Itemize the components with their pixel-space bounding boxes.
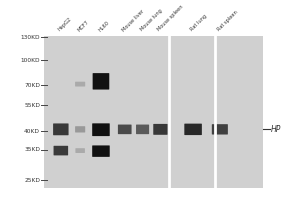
FancyBboxPatch shape: [118, 125, 132, 134]
FancyBboxPatch shape: [75, 82, 85, 87]
FancyBboxPatch shape: [93, 73, 109, 90]
Text: 40KD: 40KD: [24, 129, 40, 134]
FancyBboxPatch shape: [75, 148, 85, 153]
Text: 130KD: 130KD: [20, 35, 40, 40]
FancyBboxPatch shape: [92, 123, 110, 136]
Text: 70KD: 70KD: [24, 83, 40, 88]
Text: 35KD: 35KD: [24, 147, 40, 152]
FancyBboxPatch shape: [92, 145, 110, 157]
Text: Rat spleen: Rat spleen: [216, 10, 239, 32]
Text: Mouse spleen: Mouse spleen: [157, 4, 185, 32]
FancyBboxPatch shape: [153, 124, 167, 135]
Text: 55KD: 55KD: [24, 103, 40, 108]
FancyBboxPatch shape: [212, 124, 228, 135]
Text: HepG2: HepG2: [57, 17, 73, 32]
FancyBboxPatch shape: [53, 123, 69, 135]
FancyBboxPatch shape: [184, 124, 202, 135]
Text: HP: HP: [271, 125, 282, 134]
Text: HL60: HL60: [98, 20, 110, 32]
Text: Mouse liver: Mouse liver: [121, 8, 145, 32]
FancyBboxPatch shape: [75, 126, 85, 132]
Text: MCF7: MCF7: [76, 19, 90, 32]
Bar: [44, 36, 263, 188]
FancyBboxPatch shape: [136, 125, 149, 134]
Text: Mouse lung: Mouse lung: [139, 9, 163, 32]
FancyBboxPatch shape: [54, 146, 68, 155]
Text: Rat lung: Rat lung: [190, 14, 208, 32]
Text: 25KD: 25KD: [24, 178, 40, 183]
Text: 100KD: 100KD: [20, 58, 40, 63]
